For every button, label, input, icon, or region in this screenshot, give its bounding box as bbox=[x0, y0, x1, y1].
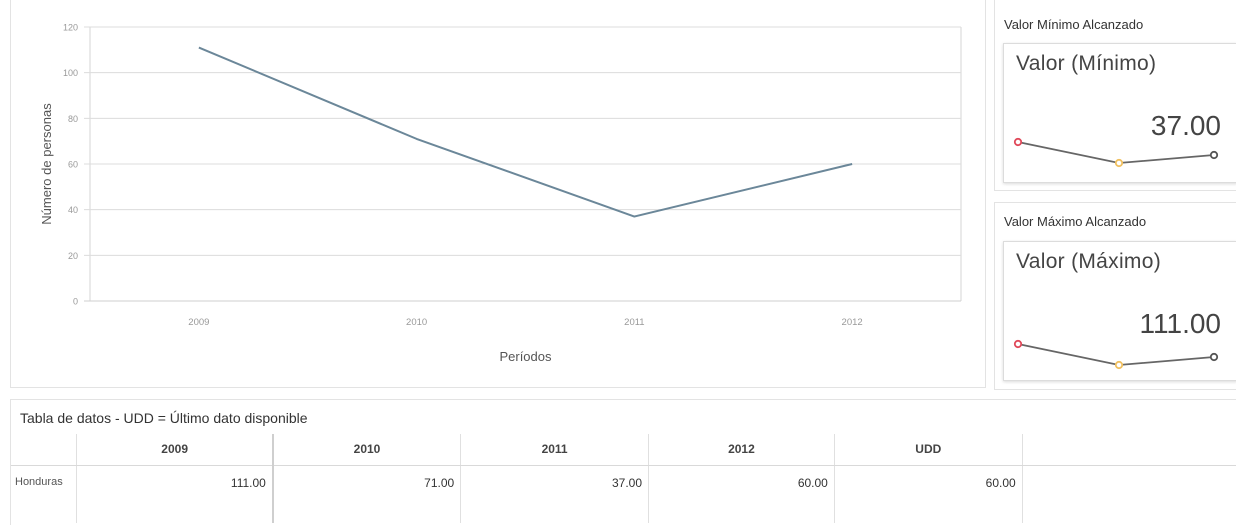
min-sparkline-end-point bbox=[1209, 150, 1219, 160]
y-tick-label: 0 bbox=[73, 297, 78, 307]
line-chart: 0 20 40 60 80 100 120 2009 2010 2011 2012 Períodos N… bbox=[39, 23, 962, 364]
max-value-card: Valor (Máximo) 111.00 bbox=[1003, 241, 1236, 381]
x-axis-title: Períodos bbox=[499, 349, 552, 364]
data-table-panel: Tabla de datos - UDD = Último dato dispo… bbox=[10, 399, 1236, 525]
table-cell: 71.00 bbox=[271, 465, 461, 523]
column-header[interactable]: UDD bbox=[833, 434, 1023, 466]
row-label: Honduras bbox=[15, 475, 63, 488]
y-tick-label: 40 bbox=[68, 205, 78, 215]
y-tick-label: 100 bbox=[63, 68, 78, 78]
data-table-title: Tabla de datos - UDD = Último dato dispo… bbox=[20, 410, 308, 426]
max-sparkline-line bbox=[1017, 343, 1215, 366]
table-header-row: 2009 2010 2011 2012 UDD bbox=[11, 434, 1236, 466]
line-chart-panel: 0 20 40 60 80 100 120 2009 2010 2011 2012 Períodos N… bbox=[10, 0, 986, 388]
x-tick-label: 2010 bbox=[406, 317, 427, 328]
table-row: Honduras 111.00 71.00 37.00 60.00 60.00 bbox=[11, 465, 1236, 523]
x-tick-label: 2011 bbox=[624, 317, 644, 328]
min-value-panel: Valor Mínimo Alcanzado Valor (Mínimo) 37… bbox=[994, 0, 1236, 191]
max-sparkline-end-point bbox=[1209, 352, 1219, 362]
table-empty-header bbox=[1021, 434, 1236, 466]
table-corner-cell bbox=[11, 434, 77, 466]
data-table: 2009 2010 2011 2012 UDD Honduras 111.00 … bbox=[11, 434, 1236, 523]
column-header[interactable]: 2009 bbox=[76, 434, 273, 466]
table-cell: 111.00 bbox=[76, 465, 273, 523]
min-value-label: Valor (Mínimo) bbox=[1016, 52, 1157, 75]
max-sparkline bbox=[1013, 339, 1219, 370]
max-sparkline-min-point bbox=[1114, 360, 1124, 370]
y-tick-label: 60 bbox=[68, 160, 78, 170]
min-sparkline bbox=[1013, 137, 1219, 168]
table-cell: 60.00 bbox=[833, 465, 1023, 523]
series-line bbox=[198, 46, 853, 218]
column-header[interactable]: 2011 bbox=[460, 434, 649, 466]
table-cell: 60.00 bbox=[648, 465, 835, 523]
column-header[interactable]: 2010 bbox=[271, 434, 461, 466]
y-axis-title: Número de personas bbox=[39, 103, 54, 225]
x-tick-label: 2009 bbox=[188, 317, 209, 328]
x-tick-label: 2012 bbox=[842, 317, 863, 328]
max-panel-title: Valor Máximo Alcanzado bbox=[1004, 214, 1147, 229]
table-empty-cell bbox=[1021, 465, 1236, 523]
min-sparkline-line bbox=[1017, 141, 1215, 164]
min-sparkline-min-point bbox=[1114, 158, 1124, 168]
y-tick-label: 80 bbox=[68, 114, 78, 124]
max-value-label: Valor (Máximo) bbox=[1016, 250, 1161, 273]
min-sparkline-start-point bbox=[1013, 137, 1023, 147]
table-cell: 37.00 bbox=[460, 465, 649, 523]
min-value-card: Valor (Mínimo) 37.00 bbox=[1003, 43, 1236, 183]
min-panel-title: Valor Mínimo Alcanzado bbox=[1004, 17, 1144, 32]
max-sparkline-start-point bbox=[1013, 339, 1023, 349]
column-header[interactable]: 2012 bbox=[648, 434, 835, 466]
max-value-number: 111.00 bbox=[1139, 308, 1221, 339]
max-value-panel: Valor Máximo Alcanzado Valor (Máximo) 11… bbox=[994, 202, 1236, 390]
y-tick-label: 20 bbox=[68, 251, 78, 261]
y-tick-label: 120 bbox=[63, 23, 78, 33]
min-value-number: 37.00 bbox=[1150, 110, 1221, 141]
